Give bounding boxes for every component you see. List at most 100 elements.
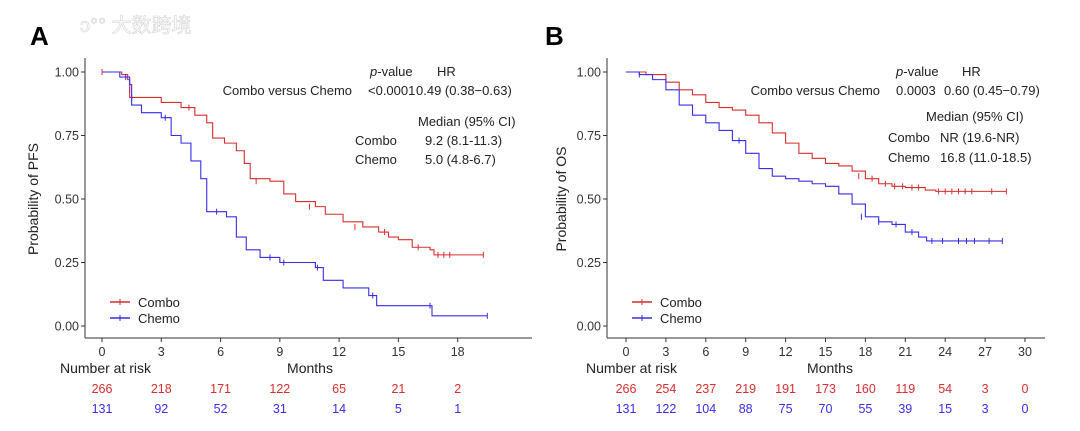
risk-table-title: Number at risk: [586, 360, 678, 376]
x-tick-label: 9: [742, 345, 749, 359]
risk-combo: 2: [454, 382, 461, 396]
x-tick-label: 6: [217, 345, 224, 359]
median-header: Median (95% CI): [926, 109, 1024, 124]
risk-chemo: 52: [214, 402, 228, 416]
legend-label-combo: Combo: [660, 295, 702, 310]
risk-chemo: 70: [819, 402, 833, 416]
x-tick-label: 0: [99, 345, 106, 359]
y-tick-label: 0.25: [577, 256, 601, 270]
x-tick-label: 27: [978, 345, 992, 359]
y-tick-label: 0.50: [577, 193, 601, 207]
risk-chemo: 15: [938, 402, 952, 416]
risk-combo: 254: [655, 382, 676, 396]
median-value-chemo: 5.0 (4.8-6.7): [425, 152, 496, 167]
x-tick-label: 0: [623, 345, 630, 359]
hr-header: HR: [437, 64, 456, 79]
x-tick-label: 21: [898, 345, 912, 359]
x-axis-label: Months: [287, 360, 333, 376]
risk-chemo: 92: [154, 402, 168, 416]
x-tick-label: 24: [938, 345, 952, 359]
y-tick-label: 1.00: [55, 66, 79, 80]
pvalue-suffix: -value: [903, 64, 938, 79]
pvalue: <0.0001: [368, 83, 415, 98]
risk-chemo: 131: [92, 402, 113, 416]
pvalue-suffix: -value: [377, 64, 412, 79]
km-curve-combo: [102, 71, 484, 256]
x-tick-label: 18: [451, 345, 465, 359]
comparison-label: Combo versus Chemo: [751, 83, 880, 98]
risk-combo: 119: [895, 382, 915, 396]
watermark: ↄ°° 大数跨境: [80, 14, 192, 37]
km-curve-chemo: [102, 71, 488, 317]
risk-combo: 219: [735, 382, 756, 396]
median-value-combo: NR (19.6-NR): [940, 130, 1019, 145]
risk-combo: 173: [815, 382, 836, 396]
median-group-chemo: Chemo: [888, 150, 930, 165]
risk-chemo: 55: [858, 402, 872, 416]
median-group-combo: Combo: [355, 133, 397, 148]
risk-chemo: 131: [616, 402, 637, 416]
risk-chemo: 104: [695, 402, 716, 416]
pvalue-header: p-value: [369, 64, 413, 79]
y-tick-label: 0.75: [55, 129, 79, 143]
y-tick-label: 1.00: [577, 66, 601, 80]
median-group-combo: Combo: [888, 130, 930, 145]
legend-label-chemo: Chemo: [138, 311, 180, 326]
x-tick-label: 15: [819, 345, 833, 359]
risk-combo: 122: [269, 382, 290, 396]
y-tick-label: 0.00: [55, 320, 79, 334]
km-curve-combo: [626, 71, 1007, 192]
x-tick-label: 15: [391, 345, 405, 359]
panel-label: A: [30, 21, 49, 51]
panel-b: B0.000.250.500.751.000 3 6 9 12 15 18 21 24 27 30P…: [545, 21, 1045, 416]
x-tick-label: 18: [858, 345, 872, 359]
risk-combo: 266: [92, 382, 113, 396]
hazard-ratio: 0.60 (0.45−0.79): [944, 83, 1040, 98]
x-tick-label: 12: [332, 345, 346, 359]
y-tick-label: 0.50: [55, 193, 79, 207]
panel-label: B: [545, 21, 564, 51]
comparison-label: Combo versus Chemo: [223, 83, 352, 98]
y-tick-label: 0.75: [577, 129, 601, 143]
x-tick-label: 12: [779, 345, 793, 359]
risk-combo: 3: [982, 382, 989, 396]
risk-chemo: 75: [779, 402, 793, 416]
risk-combo: 191: [775, 382, 796, 396]
km-curve-chemo: [626, 71, 1003, 242]
y-tick-label: 0.00: [577, 320, 601, 334]
risk-chemo: 88: [739, 402, 753, 416]
x-axis-label: Months: [807, 360, 853, 376]
risk-chemo: 122: [655, 402, 676, 416]
risk-combo: 237: [695, 382, 716, 396]
risk-chemo: 3: [982, 402, 989, 416]
median-header: Median (95% CI): [418, 114, 516, 129]
median-value-chemo: 16.8 (11.0-18.5): [940, 150, 1032, 165]
risk-combo: 54: [938, 382, 952, 396]
y-tick-label: 0.25: [55, 256, 79, 270]
pvalue-header: p-value: [895, 64, 939, 79]
median-group-chemo: Chemo: [355, 152, 397, 167]
risk-chemo: 14: [332, 402, 346, 416]
risk-chemo: 39: [898, 402, 912, 416]
x-tick-label: 9: [276, 345, 283, 359]
panel-a: A0.000.250.500.751.000 3 6 9 12 15 18Probabili…: [25, 21, 532, 416]
x-tick-label: 3: [158, 345, 165, 359]
risk-combo: 21: [391, 382, 405, 396]
x-tick-label: 30: [1018, 345, 1032, 359]
risk-combo: 160: [855, 382, 876, 396]
risk-combo: 266: [616, 382, 637, 396]
risk-combo: 218: [151, 382, 172, 396]
risk-chemo: 5: [395, 402, 402, 416]
risk-chemo: 1: [454, 402, 461, 416]
legend-label-chemo: Chemo: [660, 311, 702, 326]
hr-header: HR: [962, 64, 981, 79]
pvalue: 0.0003: [896, 83, 936, 98]
legend-label-combo: Combo: [138, 295, 180, 310]
pvalue-p: p: [369, 64, 377, 79]
risk-combo: 171: [210, 382, 231, 396]
median-value-combo: 9.2 (8.1-11.3): [425, 133, 502, 148]
risk-combo: 65: [332, 382, 346, 396]
y-axis-label: Probability of OS: [553, 146, 569, 251]
risk-table-title: Number at risk: [60, 360, 152, 376]
